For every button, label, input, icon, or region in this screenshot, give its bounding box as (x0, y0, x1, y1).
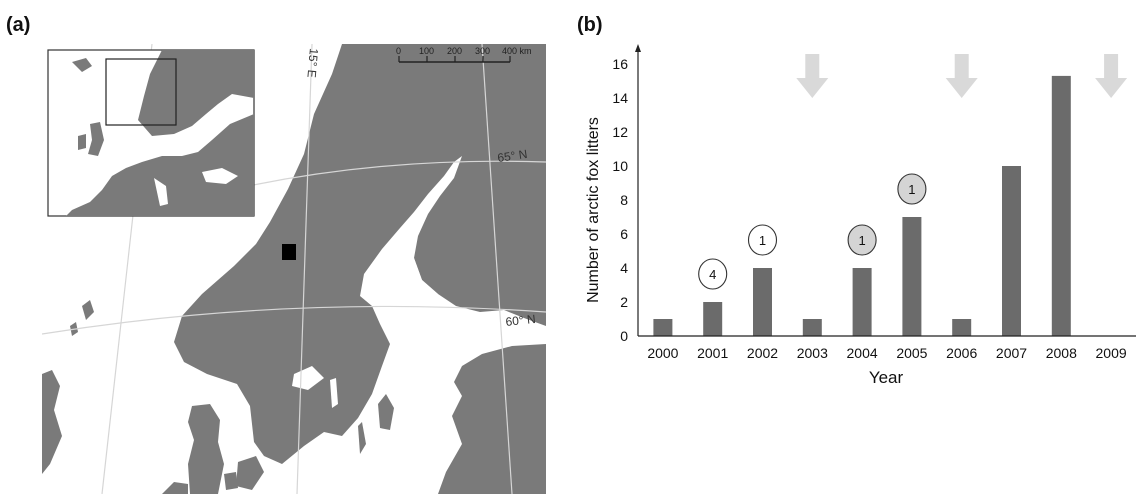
chart-panel: 0 2 4 6 8 10 12 14 16 2000 2001 2002 2003 2004 2005 20… (580, 40, 1137, 494)
no-breeding-arrows (796, 54, 1128, 98)
annotation-label: 1 (908, 182, 915, 197)
annotation-label: 1 (858, 233, 865, 248)
panel-label-b: (b) (577, 14, 603, 36)
parallel-60n (42, 305, 546, 335)
bar-2001 (703, 302, 723, 336)
x-tick-label: 2005 (896, 345, 927, 361)
bar-2007 (1002, 166, 1021, 336)
annotation-2005: 1 (897, 173, 927, 205)
bar-2008 (1051, 75, 1071, 337)
annotation-label: 1 (759, 233, 766, 248)
y-tick-label: 0 (620, 328, 628, 344)
bar-2005 (902, 217, 922, 336)
x-tick-label: 2002 (747, 345, 778, 361)
inset-europe-map (47, 49, 255, 217)
bar-2002 (753, 268, 772, 336)
meridian-15e (296, 44, 313, 494)
study-area-marker (282, 244, 296, 260)
germany-coast (162, 482, 188, 494)
x-tick-label: 2000 (647, 345, 678, 361)
annotation-2004: 1 (847, 224, 877, 256)
x-tick-label: 2004 (847, 345, 878, 361)
y-tick-label: 2 (620, 294, 628, 310)
y-tick-label: 12 (612, 124, 628, 140)
gulf-of-bothnia (386, 156, 462, 344)
x-tick-label: 2007 (996, 345, 1027, 361)
y-axis-label: Number of arctic fox litters (585, 117, 602, 303)
bar-2004 (852, 268, 872, 336)
jutland-landmass (188, 404, 224, 494)
annotation-ellipse (747, 224, 778, 256)
arrow-2006 (945, 54, 978, 98)
arrow-2009 (1095, 54, 1128, 98)
bars (653, 75, 1071, 337)
annotation-2001: 4 (698, 258, 728, 290)
y-tick-label: 6 (620, 226, 628, 242)
scandinavia-landmass (174, 44, 546, 464)
bar-annotations: 4 1 1 1 (698, 173, 927, 290)
land-masses (42, 44, 546, 494)
scale-tick-0: 0 (396, 46, 401, 56)
meridian-label: 15° E (304, 48, 321, 79)
x-tick-label: 2003 (797, 345, 828, 361)
arrow-2003 (796, 54, 829, 98)
y-tick-label: 10 (612, 158, 628, 174)
lat-label-65n: 65° N (496, 147, 528, 165)
annotation-label: 4 (709, 267, 716, 282)
meridian-east (481, 44, 513, 494)
danish-island-zealand (236, 456, 264, 490)
y-tick-label: 16 (612, 56, 628, 72)
y-tick-label: 8 (620, 192, 628, 208)
bar-2003 (802, 319, 822, 336)
x-tick-label: 2009 (1096, 345, 1127, 361)
annotation-ellipse (698, 258, 728, 290)
x-axis-label: Year (869, 368, 904, 387)
y-tick-label: 14 (612, 90, 628, 106)
danish-island-funen (224, 472, 238, 490)
scale-bar: 0 100 200 300 400 km (396, 46, 532, 63)
inset-study-frame (105, 58, 177, 126)
shetland-islands (82, 300, 94, 320)
bar-2006 (952, 319, 972, 336)
annotation-ellipse (847, 224, 877, 256)
lake-vanern (292, 366, 324, 390)
x-tick-label: 2006 (946, 345, 977, 361)
y-axis-arrowhead (635, 44, 641, 52)
gotland (378, 394, 394, 430)
scale-tick-100: 100 (419, 46, 434, 56)
map-panel: 15° E 65° N 60° N 0 100 200 300 400 km (42, 44, 546, 494)
lake-vattern (330, 378, 338, 408)
baltic-coast (438, 344, 546, 494)
lat-label-60n: 60° N (505, 312, 536, 329)
x-tick-label: 2008 (1046, 345, 1077, 361)
bar-2000 (653, 319, 673, 336)
annotation-2002: 1 (747, 224, 778, 256)
y-tick-label: 4 (620, 260, 628, 276)
scandinavia-map: 15° E 65° N 60° N 0 100 200 300 400 km (42, 44, 546, 494)
oland (358, 422, 366, 454)
y-tick-labels: 0 2 4 6 8 10 12 14 16 (612, 56, 628, 344)
scale-tick-200: 200 (447, 46, 462, 56)
scotland-coast (42, 370, 62, 474)
panel-label-a: (a) (6, 14, 31, 36)
y-axis (635, 44, 641, 336)
scale-tick-300: 300 (475, 46, 490, 56)
x-tick-label: 2001 (697, 345, 728, 361)
annotation-ellipse (897, 173, 927, 205)
scale-tick-400: 400 km (502, 46, 532, 56)
x-tick-labels: 2000 2001 2002 2003 2004 2005 2006 2007 2008 2009 (647, 345, 1127, 361)
